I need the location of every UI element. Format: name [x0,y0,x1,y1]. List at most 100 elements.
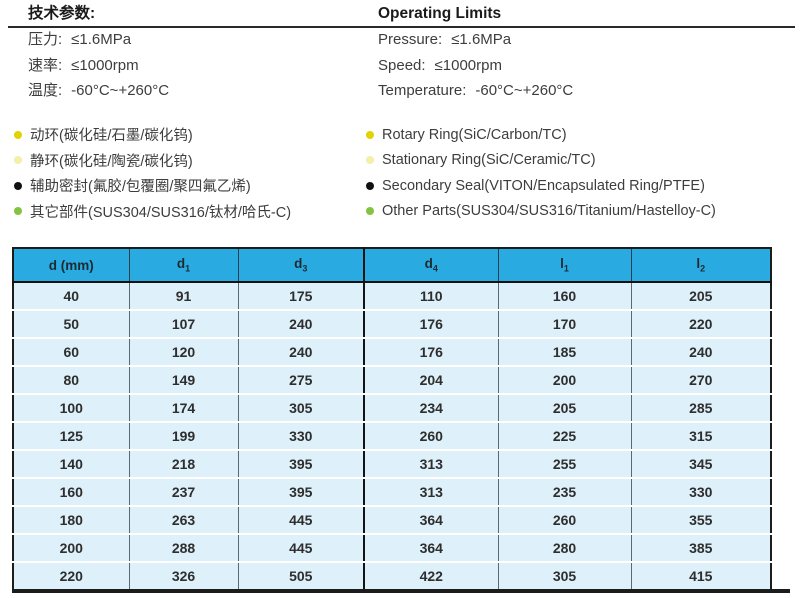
table-row: 100 174 305 234 205 285 [13,394,771,423]
material-list-item: Rotary Ring(SiC/Carbon/TC) [366,122,716,148]
table-cell: 255 [498,450,632,479]
table-cell: 305 [238,394,365,423]
table-cell: 315 [631,422,771,451]
table-cell: 175 [238,282,365,311]
table-cell: 176 [364,338,499,367]
material-text: 动环(碳化硅/石墨/碳化钨) [30,128,193,145]
table-cell: 149 [129,366,239,395]
table-cell: 313 [364,478,499,507]
table-cell: 170 [498,310,632,339]
materials-list-cn: 动环(碳化硅/石墨/碳化钨) 静环(碳化硅/陶瓷/碳化钨) 辅助密封(氟胶/包覆圈/… [14,122,291,224]
table-cell: 395 [238,450,365,479]
pressure-label-cn: 压力: [28,31,63,48]
title-divider-rule [8,26,795,28]
temperature-value-cn: -60°C~+260°C [71,82,170,99]
bullet-icon [366,181,374,190]
column-header-l2: l2 [631,248,771,283]
table-cell: 160 [13,478,130,507]
column-header-l1: l1 [498,248,632,283]
table-cell: 285 [631,394,771,423]
pressure-value-cn: ≤1.6MPa [71,31,132,48]
table-cell: 50 [13,310,130,339]
table-cell: 326 [129,562,239,590]
dimension-table-body: 40 91 175 110 160 205 50 107 240 176 170 220 60 120 24… [13,282,771,590]
temperature-label-en: Temperature: [378,82,467,99]
pressure-value-en: ≤1.6MPa [451,31,512,48]
material-text: Secondary Seal(VITON/Encapsulated Ring/P… [382,177,705,194]
table-cell: 120 [129,338,239,367]
table-cell: 91 [129,282,239,311]
table-cell: 199 [129,422,239,451]
table-cell: 288 [129,534,239,563]
speed-label-cn: 速率: [28,56,63,74]
dimension-table-wrap: d (mm) d1 d3 d4 l1 l2 40 91 175 110 160 205 50 107 24… [12,247,772,591]
table-row: 50 107 240 176 170 220 [13,310,771,339]
table-row: 180 263 445 364 260 355 [13,506,771,535]
table-cell: 280 [498,534,632,563]
table-cell: 313 [364,450,499,479]
table-cell: 205 [631,282,771,311]
table-cell: 355 [631,506,771,535]
table-cell: 218 [129,450,239,479]
table-cell: 364 [364,534,499,563]
section-title-cn: 技术参数: [28,5,96,22]
table-cell: 220 [13,562,130,590]
table-cell: 100 [13,394,130,423]
table-row: 60 120 240 176 185 240 [13,338,771,367]
table-cell: 275 [238,366,365,395]
temperature-line-en: Temperature: -60°C~+260°C [378,78,796,104]
bullet-icon [366,207,374,216]
table-cell: 200 [13,534,130,563]
table-cell: 235 [498,478,632,507]
table-cell: 263 [129,506,239,535]
table-cell: 160 [498,282,632,311]
table-row: 40 91 175 110 160 205 [13,282,771,311]
table-cell: 234 [364,394,499,423]
material-list-item: 辅助密封(氟胶/包覆圈/聚四氟乙烯) [14,173,291,199]
dimension-table: d (mm) d1 d3 d4 l1 l2 40 91 175 110 160 205 50 107 24… [12,247,772,591]
bullet-icon [366,156,374,165]
table-cell: 270 [631,366,771,395]
table-cell: 185 [498,338,632,367]
table-cell: 330 [238,422,365,451]
table-cell: 200 [498,366,632,395]
table-bottom-rule [12,589,790,593]
column-header-d4: d4 [364,248,499,283]
table-cell: 60 [13,338,130,367]
table-cell: 240 [631,338,771,367]
temperature-label-cn: 温度: [28,82,63,99]
bullet-icon [14,181,22,190]
table-cell: 445 [238,534,365,563]
speed-value-en: ≤1000rpm [434,56,502,74]
table-cell: 110 [364,282,499,311]
material-list-item: 静环(碳化硅/陶瓷/碳化钨) [14,148,291,174]
spec-lines-en: Pressure: ≤1.6MPa Speed: ≤1000rpm Temperat… [378,27,796,104]
material-text: Other Parts(SUS304/SUS316/Titanium/Haste… [382,203,716,220]
material-list-item: 动环(碳化硅/石墨/碳化钨) [14,122,291,148]
table-cell: 240 [238,310,365,339]
table-row: 125 199 330 260 225 315 [13,422,771,451]
speed-value-cn: ≤1000rpm [71,56,139,74]
table-cell: 225 [498,422,632,451]
table-cell: 204 [364,366,499,395]
table-row: 200 288 445 364 280 385 [13,534,771,563]
table-cell: 395 [238,478,365,507]
material-text: Rotary Ring(SiC/Carbon/TC) [382,126,567,143]
material-text: 辅助密封(氟胶/包覆圈/聚四氟乙烯) [30,179,251,196]
table-row: 160 237 395 313 235 330 [13,478,771,507]
pressure-line-cn: 压力: ≤1.6MPa [28,27,363,53]
bullet-icon [14,156,22,165]
column-header-dmm: d (mm) [13,248,130,283]
material-list-item: Other Parts(SUS304/SUS316/Titanium/Haste… [366,199,716,225]
operating-limits-cn-section: 技术参数: 压力: ≤1.6MPa 速率: ≤1000rpm 温度: -60°C~+2… [28,4,363,104]
table-cell: 40 [13,282,130,311]
material-list-item: Secondary Seal(VITON/Encapsulated Ring/P… [366,173,716,199]
table-cell: 330 [631,478,771,507]
table-cell: 125 [13,422,130,451]
table-cell: 180 [13,506,130,535]
speed-label-en: Speed: [378,56,426,74]
section-title-en: Operating Limits [378,5,502,22]
bullet-icon [366,130,374,139]
table-cell: 205 [498,394,632,423]
